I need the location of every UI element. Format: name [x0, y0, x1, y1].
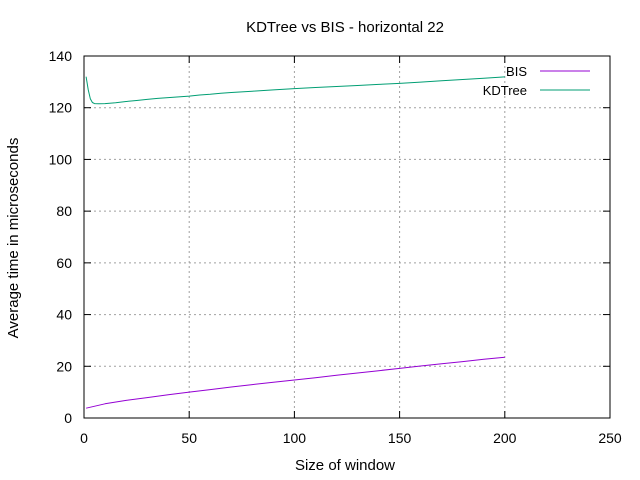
tick-layer: 0 20 40 60 80 100 120 140 0 50 100 150 200 250: [49, 48, 622, 446]
x-tick-label: 200: [493, 430, 517, 446]
series-layer: [85, 76, 505, 409]
y-tick-label: 140: [49, 48, 73, 64]
x-tick-label: 100: [283, 430, 307, 446]
x-tick-label: 150: [388, 430, 412, 446]
series-line-kdtree: [85, 76, 505, 105]
y-tick-label: 100: [49, 151, 73, 167]
y-tick-label: 40: [56, 307, 72, 323]
x-axis-label: Size of window: [295, 457, 395, 474]
y-axis-label: Average time in microseconds: [5, 138, 22, 339]
legend-label-kdtree: KDTree: [483, 83, 527, 98]
legend-label-bis: BIS: [506, 64, 527, 79]
x-tick-label: 250: [598, 430, 622, 446]
chart-title: KDTree vs BIS - horizontal 22: [246, 19, 444, 36]
legend: BIS KDTree: [483, 64, 590, 98]
series-line-bis: [85, 356, 505, 409]
y-tick-label: 60: [56, 255, 72, 271]
y-tick-label: 120: [49, 100, 73, 116]
y-tick-label: 20: [56, 358, 72, 374]
plot-frame: [83, 55, 611, 419]
x-tick-label: 0: [80, 430, 88, 446]
y-tick-label: 0: [64, 410, 72, 426]
x-tick-label: 50: [181, 430, 197, 446]
y-tick-label: 80: [56, 203, 72, 219]
